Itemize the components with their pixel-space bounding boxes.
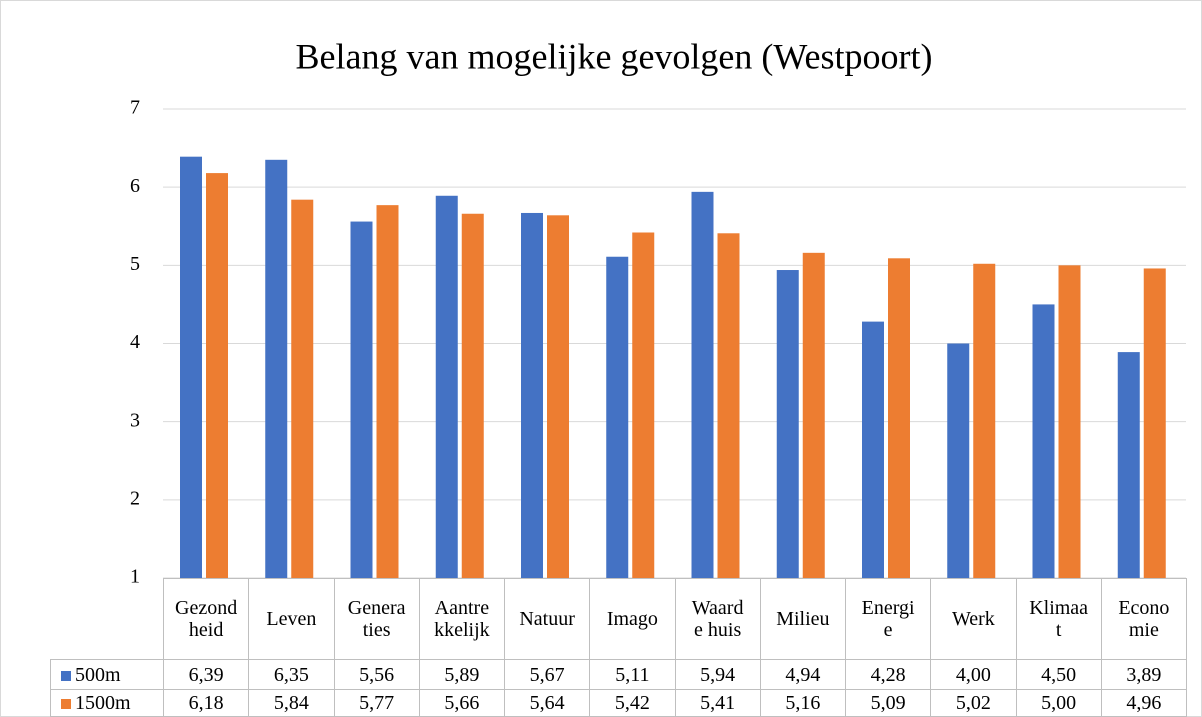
legend-key bbox=[61, 699, 71, 710]
table-value: 5,64 bbox=[503, 689, 591, 717]
y-tick-label: 5 bbox=[130, 253, 140, 275]
table-value: 4,94 bbox=[759, 659, 847, 690]
x-tick-label: Natuur bbox=[503, 578, 591, 660]
bar bbox=[376, 205, 399, 578]
table-value: 5,94 bbox=[674, 659, 761, 690]
bar bbox=[717, 233, 740, 578]
table-value: 5,00 bbox=[1015, 689, 1102, 717]
table-value: 5,09 bbox=[844, 689, 932, 717]
bar bbox=[265, 159, 288, 578]
bar bbox=[947, 343, 970, 578]
table-value: 5,56 bbox=[333, 659, 420, 690]
table-value: 5,41 bbox=[674, 689, 761, 717]
x-tick-label: Econo mie bbox=[1100, 578, 1188, 660]
x-tick-label: Milieu bbox=[759, 578, 847, 660]
table-value: 5,89 bbox=[418, 659, 506, 690]
y-tick-label: 7 bbox=[130, 97, 140, 119]
y-tick-label: 2 bbox=[130, 487, 140, 509]
bar bbox=[888, 258, 910, 578]
table-value: 4,50 bbox=[1015, 659, 1102, 690]
bar bbox=[776, 270, 799, 578]
bar bbox=[632, 232, 655, 578]
table-value: 6,39 bbox=[162, 659, 250, 690]
bar bbox=[862, 321, 884, 578]
bar bbox=[1032, 304, 1055, 578]
y-tick-label: 4 bbox=[130, 331, 140, 353]
bar bbox=[206, 173, 228, 578]
legend-key bbox=[61, 670, 71, 681]
table-value: 5,02 bbox=[930, 689, 1017, 717]
table-value: 5,77 bbox=[333, 689, 420, 717]
y-tick-label: 6 bbox=[130, 175, 140, 197]
table-value: 5,42 bbox=[589, 689, 676, 717]
x-tick-label: Waard e huis bbox=[674, 578, 761, 660]
table-value: 5,84 bbox=[248, 689, 335, 717]
bar bbox=[1058, 265, 1081, 578]
bar bbox=[1143, 268, 1166, 578]
table-value: 6,35 bbox=[248, 659, 335, 690]
bar bbox=[435, 195, 458, 578]
legend-entry: 500m bbox=[50, 659, 164, 690]
table-value: 5,11 bbox=[589, 659, 676, 690]
data-table: Gezond heid Leven Genera ties Aantre kkelij… bbox=[50, 578, 1188, 717]
y-tick-label: 3 bbox=[130, 409, 140, 431]
table-value: 5,16 bbox=[759, 689, 847, 717]
table-value: 4,28 bbox=[844, 659, 932, 690]
bar bbox=[350, 221, 373, 578]
table-row: 1500m 6,18 5,84 5,77 5,66 5,64 5,42 5,41 5,16 5,0… bbox=[50, 689, 1188, 717]
table-header-row: Gezond heid Leven Genera ties Aantre kkelij… bbox=[50, 578, 1188, 660]
x-tick-label: Aantre kkelijk bbox=[418, 578, 506, 660]
table-value: 5,67 bbox=[503, 659, 591, 690]
table-value: 4,00 bbox=[930, 659, 1017, 690]
bar bbox=[606, 256, 629, 578]
table-value: 3,89 bbox=[1100, 659, 1188, 690]
bar bbox=[973, 263, 996, 578]
table-value: 6,18 bbox=[162, 689, 250, 717]
bar bbox=[691, 191, 714, 578]
x-tick-label: Imago bbox=[589, 578, 676, 660]
bar bbox=[521, 212, 543, 578]
legend-entry: 1500m bbox=[50, 689, 164, 717]
x-tick-label: Werk bbox=[930, 578, 1017, 660]
x-tick-label: Energi e bbox=[844, 578, 932, 660]
bar bbox=[180, 156, 202, 578]
chart-title: Belang van mogelijke gevolgen (Westpoort… bbox=[296, 36, 933, 76]
bar bbox=[802, 252, 825, 578]
legend-label: 1500m bbox=[75, 692, 131, 714]
table-value: 4,96 bbox=[1100, 689, 1188, 717]
x-tick-label: Klimaa t bbox=[1015, 578, 1102, 660]
bar bbox=[461, 213, 484, 578]
bar bbox=[291, 199, 314, 578]
x-tick-label: Genera ties bbox=[333, 578, 420, 660]
bar bbox=[547, 215, 569, 578]
legend-label: 500m bbox=[75, 663, 121, 686]
table-corner bbox=[50, 578, 164, 660]
x-tick-label: Gezond heid bbox=[162, 578, 250, 660]
x-tick-label: Leven bbox=[248, 578, 335, 660]
table-value: 5,66 bbox=[418, 689, 506, 717]
table-row: 500m 6,39 6,35 5,56 5,89 5,67 5,11 5,94 4,94 4,28… bbox=[50, 659, 1188, 690]
bar bbox=[1117, 352, 1140, 578]
y-tick-label: 1 bbox=[130, 566, 140, 588]
